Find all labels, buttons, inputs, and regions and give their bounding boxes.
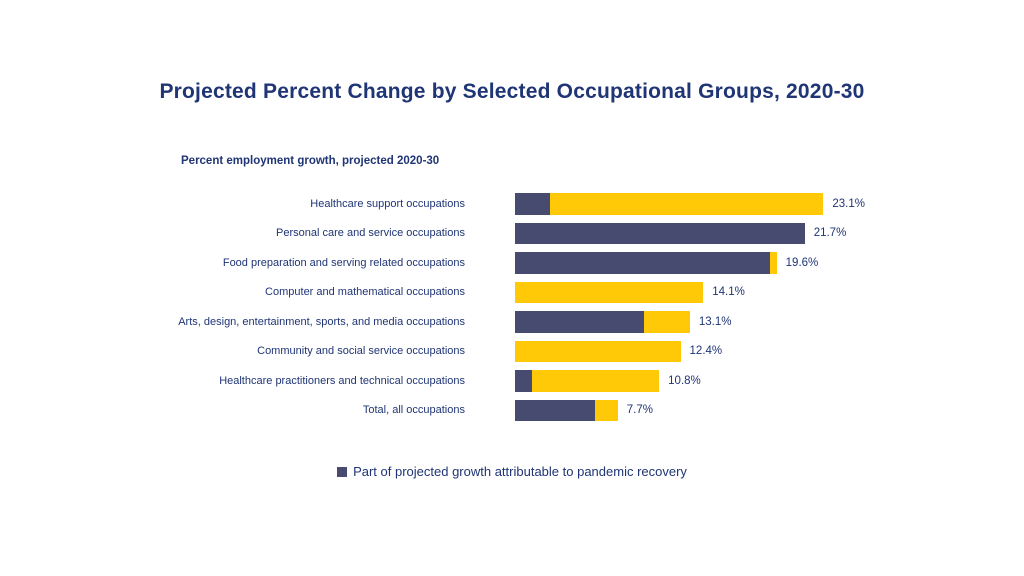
growth-segment [515,281,704,303]
legend: Part of projected growth attributable to… [0,464,1024,479]
pandemic-recovery-segment [515,222,805,244]
bar [515,281,704,303]
category-label: Healthcare support occupations [310,197,465,210]
value-label: 7.7% [626,404,653,417]
category-label: Arts, design, entertainment, sports, and… [178,315,465,328]
chart-row: Arts, design, entertainment, sports, and… [0,311,1024,333]
chart-row: Personal care and service occupations 21.… [0,222,1024,244]
chart-row: Food preparation and serving related occ… [0,252,1024,274]
category-label: Community and social service occupations [257,345,465,358]
growth-segment [532,370,660,392]
category-label: Personal care and service occupations [276,227,465,240]
chart-title: Projected Percent Change by Selected Occ… [159,80,865,103]
chart-row: Healthcare practitioners and technical o… [0,370,1024,392]
value-label: 19.6% [785,256,819,269]
pandemic-recovery-segment [515,252,770,274]
bar [515,370,660,392]
chart-row: Computer and mathematical occupations 14.… [0,281,1024,303]
growth-segment [769,252,777,274]
chart-subtitle: Percent employment growth, projected 202… [181,155,440,167]
growth-segment [549,193,824,215]
value-label: 13.1% [698,315,732,328]
pandemic-recovery-segment [515,370,533,392]
chart-rows: Healthcare support occupations 23.1% Perso… [0,193,1024,429]
chart-row: Healthcare support occupations 23.1% [0,193,1024,215]
category-label: Food preparation and serving related occ… [222,256,465,269]
value-label: 14.1% [712,286,745,299]
bar [515,399,618,421]
bar [515,252,777,274]
pandemic-recovery-segment [515,193,550,215]
growth-segment [644,311,690,333]
category-label: Total, all occupations [362,404,465,417]
value-label: 23.1% [832,197,865,210]
bar [515,340,681,362]
growth-segment [595,399,618,421]
value-label: 10.8% [668,374,701,387]
category-label: Computer and mathematical occupations [265,286,465,299]
growth-segment [515,340,681,362]
category-label: Healthcare practitioners and technical o… [219,374,465,387]
legend-label: Part of projected growth attributable to… [353,464,687,479]
pandemic-recovery-segment [515,399,596,421]
value-label: 21.7% [813,227,847,240]
bar [515,222,805,244]
bar [515,311,690,333]
chart-row: Community and social service occupations… [0,340,1024,362]
legend-swatch-pandemic [337,466,348,477]
chart-row: Total, all occupations 7.7% [0,399,1024,421]
value-label: 12.4% [689,345,723,358]
pandemic-recovery-segment [515,311,645,333]
bar [515,193,824,215]
